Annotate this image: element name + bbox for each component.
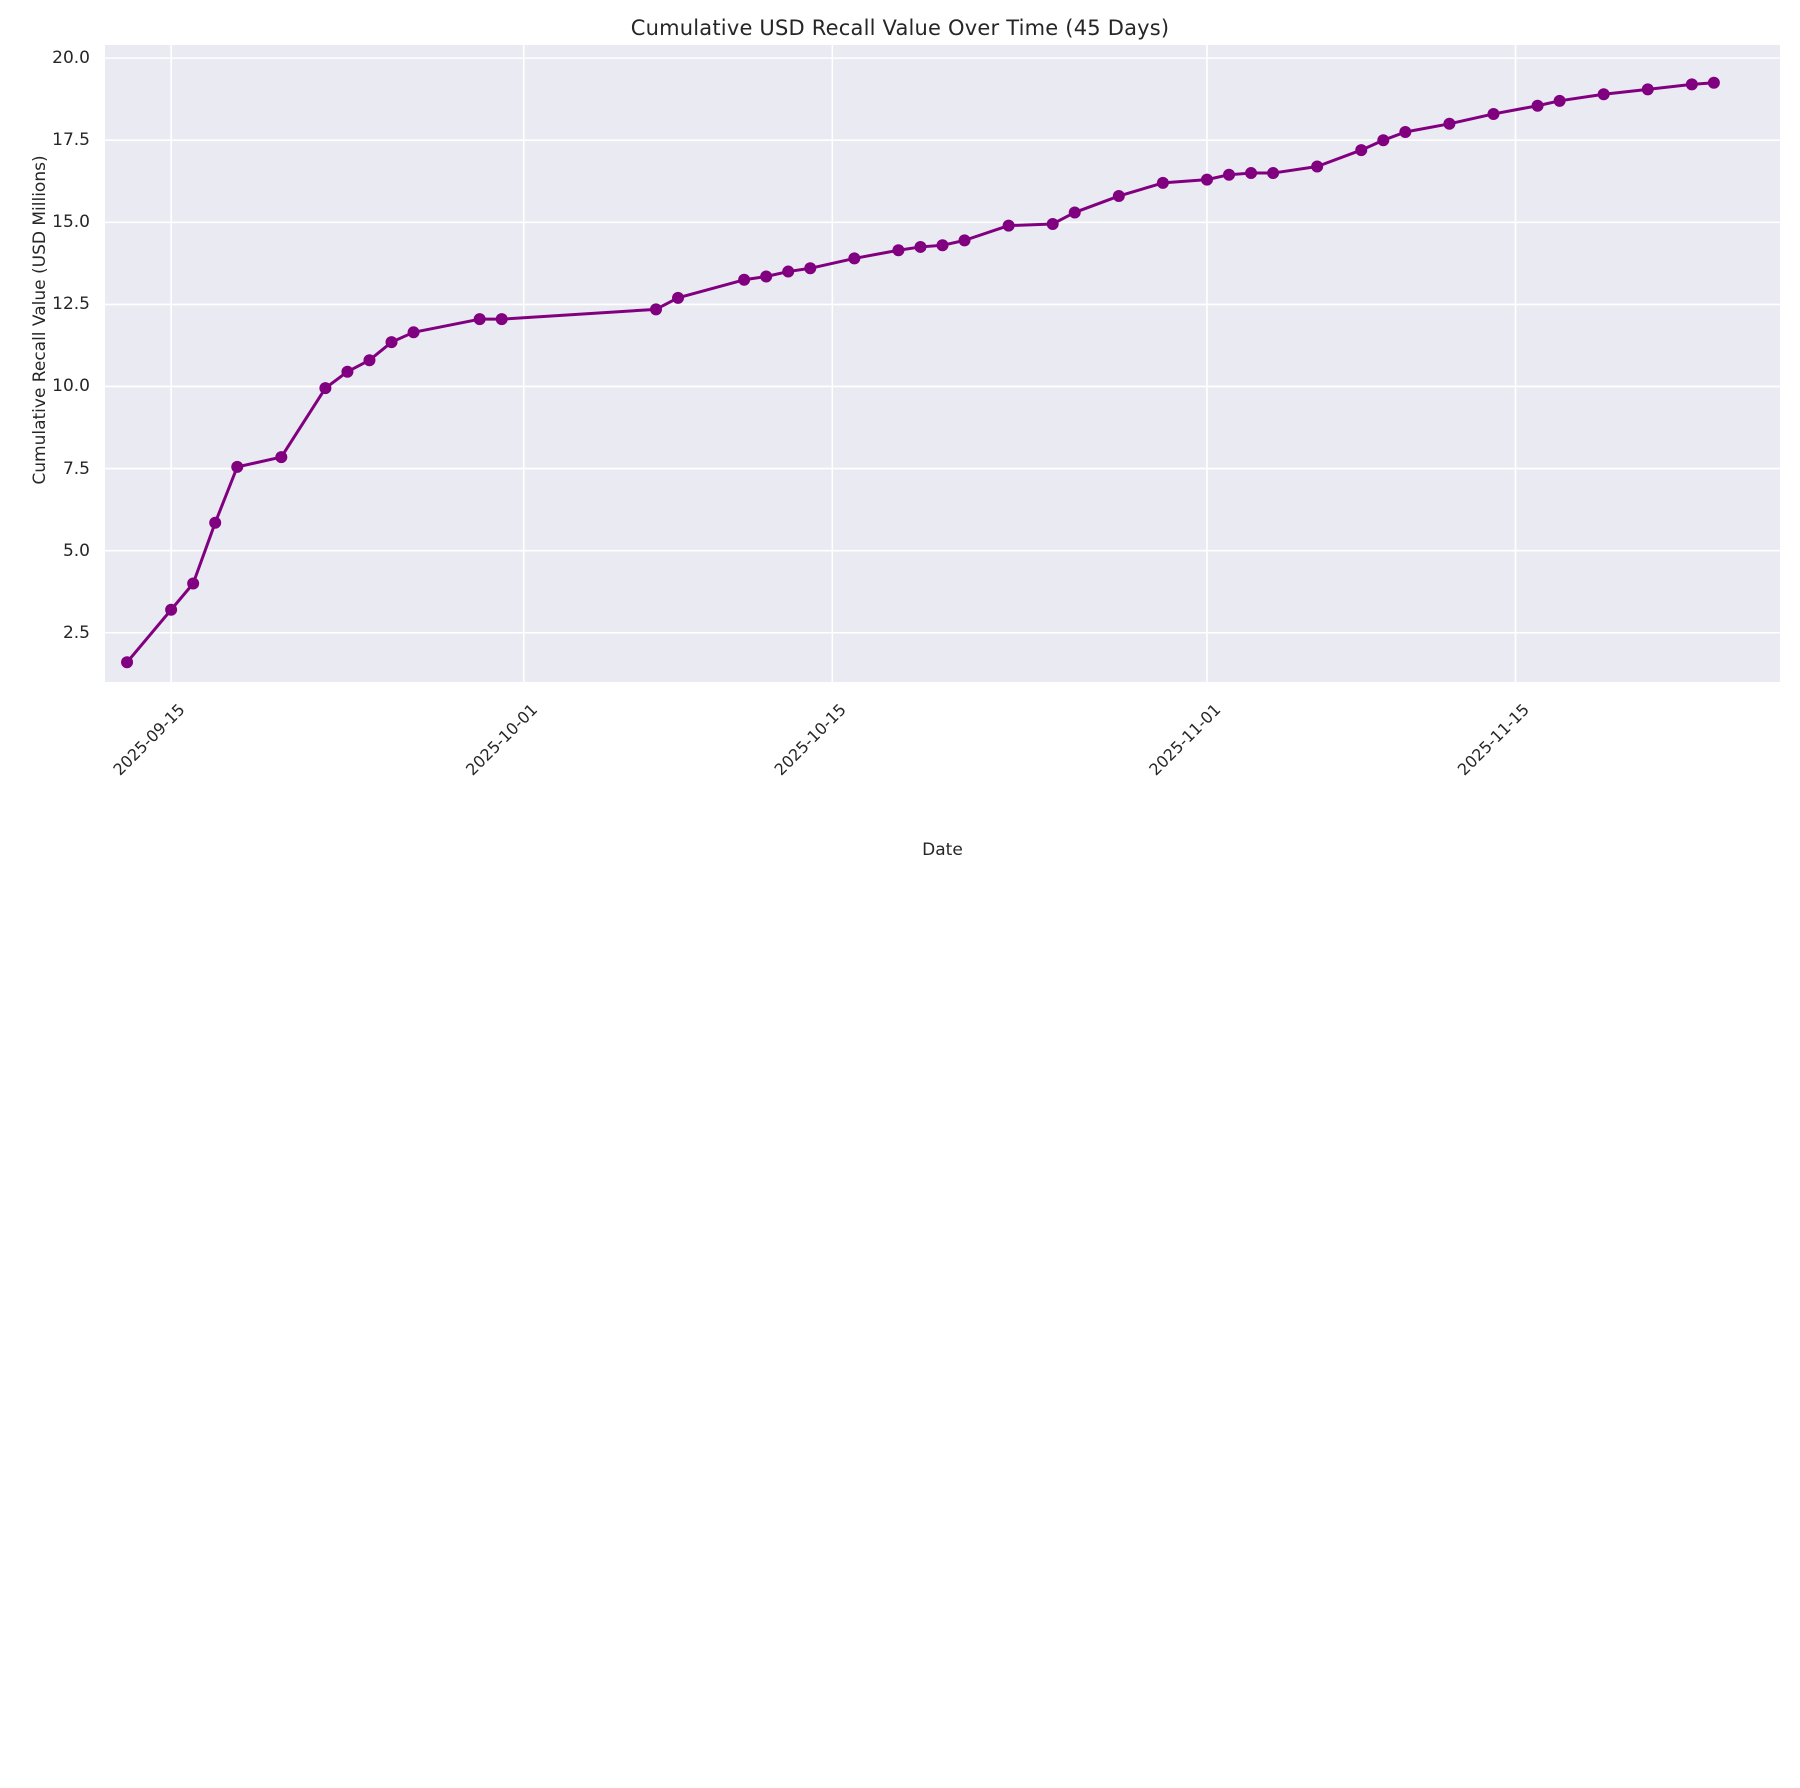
- data-point-marker: [407, 326, 420, 339]
- y-axis-tick-label: 17.5: [52, 130, 90, 151]
- data-point-marker: [1156, 176, 1169, 189]
- data-point-marker: [804, 262, 817, 275]
- data-point-marker: [738, 273, 751, 286]
- data-point-marker: [231, 460, 244, 473]
- data-point-marker: [1377, 134, 1390, 147]
- data-point-marker: [1553, 94, 1566, 107]
- data-point-marker: [341, 365, 354, 378]
- data-point-marker: [1267, 167, 1280, 180]
- plot-area: [105, 45, 1780, 682]
- data-point-marker: [1355, 144, 1368, 157]
- y-axis-label: Cumulative Recall Value (USD Millions): [30, 155, 50, 485]
- data-point-marker: [848, 252, 861, 265]
- data-point-marker: [760, 270, 773, 283]
- data-point-marker: [1002, 219, 1015, 232]
- data-point-marker: [1597, 88, 1610, 101]
- data-point-markers: [121, 76, 1720, 669]
- chart-title: Cumulative USD Recall Value Over Time (4…: [630, 16, 1170, 40]
- data-point-marker: [209, 516, 222, 529]
- chart-figure: Cumulative USD Recall Value Over Time (4…: [30, 16, 1780, 860]
- data-point-marker: [672, 291, 685, 304]
- data-point-marker: [892, 244, 905, 257]
- data-point-marker: [187, 577, 200, 590]
- data-point-marker: [363, 354, 376, 367]
- data-series-line: [125, 81, 1716, 664]
- data-point-marker: [1223, 168, 1236, 181]
- data-point-marker: [1311, 160, 1324, 173]
- y-axis-tick-label: 12.5: [52, 294, 90, 315]
- data-point-marker: [1046, 217, 1059, 230]
- x-axis-tick-label: 2025-09-15: [109, 700, 189, 780]
- data-point-marker: [385, 336, 398, 349]
- data-point-marker: [1487, 107, 1500, 120]
- data-point-marker: [319, 382, 332, 395]
- data-point-marker: [1531, 99, 1544, 112]
- x-axis-tick-label: 2025-10-15: [770, 700, 850, 780]
- data-point-marker: [914, 240, 927, 253]
- x-axis-label: Date: [922, 840, 963, 860]
- y-axis-tick-label: 20.0: [52, 48, 90, 69]
- data-point-marker: [936, 239, 949, 252]
- data-point-marker: [1685, 78, 1698, 91]
- y-axis-tick-label: 7.5: [62, 458, 90, 479]
- data-point-marker: [165, 603, 178, 616]
- data-point-marker: [1707, 76, 1720, 89]
- data-point-marker: [1200, 173, 1213, 186]
- data-point-marker: [1641, 83, 1654, 96]
- line-chart-svg: [105, 45, 1780, 682]
- y-axis-tick-label: 10.0: [52, 376, 90, 397]
- data-point-marker: [121, 656, 134, 669]
- y-axis-tick-label: 2.5: [62, 622, 90, 643]
- data-point-marker: [782, 265, 795, 278]
- x-axis-tick-label: 2025-11-15: [1453, 700, 1533, 780]
- data-point-marker: [1443, 117, 1456, 130]
- data-point-marker: [1068, 206, 1081, 219]
- data-point-marker: [1112, 190, 1125, 203]
- data-point-marker: [275, 451, 288, 464]
- y-axis-tick-label: 15.0: [52, 212, 90, 233]
- grid-lines: [105, 45, 1780, 682]
- y-axis-tick-label: 5.0: [62, 540, 90, 561]
- data-point-marker: [495, 313, 508, 326]
- data-point-marker: [1399, 126, 1412, 139]
- data-point-marker: [1245, 167, 1258, 180]
- data-point-marker: [649, 303, 662, 316]
- x-axis-tick-label: 2025-10-01: [462, 700, 542, 780]
- data-point-marker: [473, 313, 486, 326]
- data-point-marker: [958, 234, 971, 247]
